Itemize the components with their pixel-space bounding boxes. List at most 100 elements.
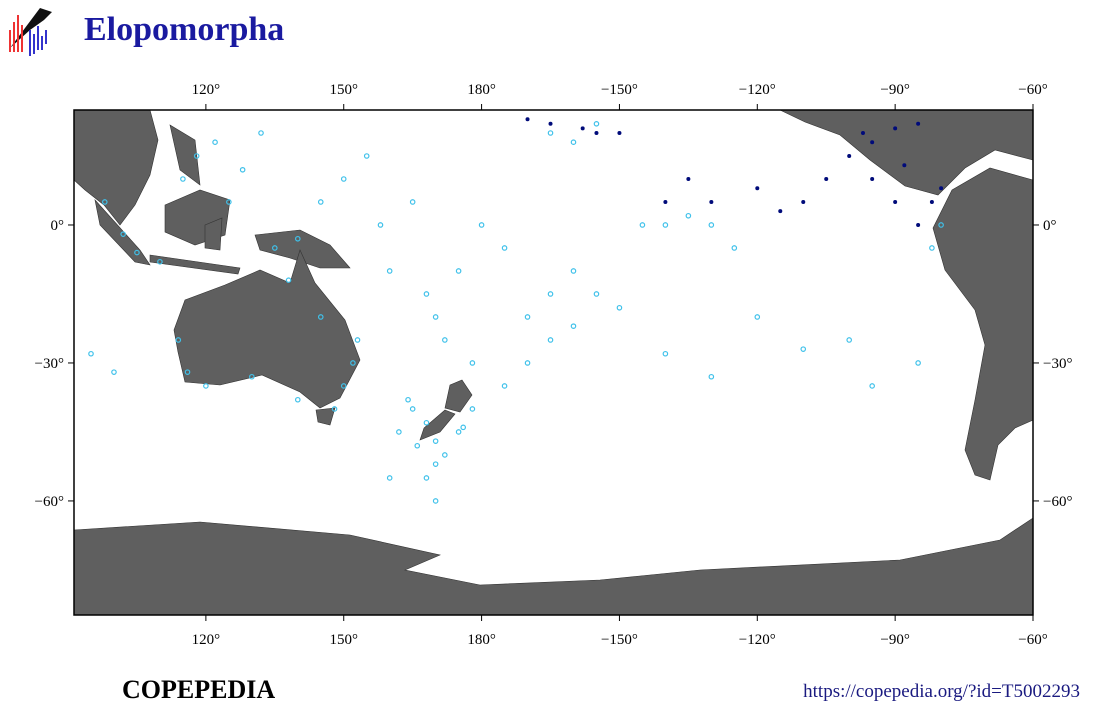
occurrence-point bbox=[386, 475, 393, 481]
occurrence-point bbox=[294, 235, 301, 242]
occurrence-point bbox=[916, 121, 921, 126]
occurrence-point bbox=[570, 268, 577, 274]
occurrence-point bbox=[800, 346, 807, 352]
occurrence-point bbox=[442, 337, 448, 343]
occurrence-point bbox=[184, 369, 191, 375]
occurrence-point bbox=[639, 222, 646, 228]
x-tick-label: 150° bbox=[329, 82, 358, 98]
title: Elopomorpha bbox=[84, 11, 284, 48]
occurrence-point bbox=[423, 291, 430, 297]
occurrence-point bbox=[354, 337, 361, 343]
y-tick-label: 0° bbox=[51, 218, 65, 234]
occurrence-point bbox=[203, 383, 209, 389]
x-tick-label: −60° bbox=[1018, 632, 1047, 648]
occurrence-point bbox=[548, 121, 553, 126]
y-tick-label: −30° bbox=[1043, 356, 1072, 372]
occurrence-point bbox=[193, 153, 200, 159]
occurrence-point bbox=[469, 406, 476, 412]
x-tick-label: −90° bbox=[880, 632, 909, 648]
occurrence-point bbox=[570, 323, 577, 329]
occurrence-point bbox=[686, 176, 691, 181]
occurrence-point bbox=[869, 383, 875, 389]
occurrence-point bbox=[469, 360, 476, 366]
occurrence-point bbox=[226, 199, 232, 205]
occurrence-point bbox=[101, 199, 108, 205]
occurrence-point bbox=[180, 176, 186, 182]
occurrence-point bbox=[570, 139, 577, 145]
occurrence-point bbox=[915, 360, 921, 366]
occurrence-point bbox=[709, 199, 714, 204]
occurrence-point bbox=[340, 176, 347, 182]
occurrence-point bbox=[331, 406, 338, 412]
occurrence-point bbox=[377, 222, 384, 228]
occurrence-point bbox=[939, 186, 944, 191]
occurrence-point bbox=[501, 383, 508, 389]
occurrence-point bbox=[824, 176, 829, 181]
occurrence-point bbox=[929, 245, 935, 251]
x-tick-label: −60° bbox=[1018, 82, 1047, 98]
occurrence-point bbox=[778, 209, 783, 214]
x-tick-label: −150° bbox=[601, 632, 638, 648]
occurrence-point bbox=[547, 337, 554, 343]
occurrence-point bbox=[846, 337, 852, 343]
occurrence-point bbox=[708, 373, 715, 380]
occurrence-point bbox=[423, 419, 430, 426]
x-tick-label: −90° bbox=[880, 82, 909, 98]
occurrence-point bbox=[285, 277, 292, 283]
occurrence-point bbox=[593, 291, 600, 297]
occurrence-point bbox=[893, 199, 898, 204]
x-tick-label: 120° bbox=[192, 632, 221, 648]
occurrence-point bbox=[593, 120, 600, 127]
occurrence-point bbox=[432, 461, 439, 467]
occurrence-point bbox=[929, 199, 934, 204]
occurrence-point bbox=[258, 130, 264, 136]
occurrence-point bbox=[111, 369, 117, 375]
y-tick-label: 0° bbox=[1043, 218, 1057, 234]
occurrence-point bbox=[134, 249, 140, 256]
occurrence-point bbox=[580, 126, 585, 131]
occurrence-point bbox=[414, 442, 421, 449]
occurrence-point bbox=[801, 199, 806, 204]
occurrence-point bbox=[547, 291, 554, 297]
occurrence-point bbox=[708, 222, 715, 228]
occurrence-point bbox=[340, 383, 347, 389]
occurrence-point bbox=[405, 396, 411, 403]
occurrence-point bbox=[120, 231, 126, 237]
occurrence-point bbox=[478, 222, 485, 228]
occurrence-point bbox=[938, 222, 944, 228]
occurrence-point bbox=[396, 429, 402, 435]
y-tick-label: −60° bbox=[35, 494, 64, 510]
occurrence-point bbox=[870, 140, 875, 145]
occurrence-point bbox=[754, 314, 761, 320]
occurrence-point bbox=[386, 268, 393, 274]
occurrence-point bbox=[617, 130, 622, 135]
x-tick-label: 180° bbox=[467, 632, 496, 648]
occurrence-point bbox=[175, 337, 182, 343]
occurrence-point bbox=[157, 258, 163, 265]
occurrence-point bbox=[455, 268, 462, 274]
x-tick-label: −150° bbox=[601, 82, 638, 98]
x-tick-label: 180° bbox=[467, 82, 496, 98]
occurrence-point bbox=[272, 245, 278, 251]
occurrence-point bbox=[409, 406, 416, 412]
occurrence-point bbox=[212, 139, 218, 145]
y-tick-label: −60° bbox=[1043, 494, 1072, 510]
occurrence-point bbox=[88, 350, 94, 357]
occurrence-point bbox=[294, 396, 301, 403]
occurrence-point bbox=[525, 117, 530, 122]
occurrence-point bbox=[685, 212, 692, 219]
occurrence-point bbox=[902, 163, 907, 168]
occurrence-point bbox=[893, 126, 898, 131]
url[interactable]: https://copepedia.org/?id=T5002293 bbox=[803, 681, 1080, 702]
occurrence-point bbox=[616, 304, 623, 311]
occurrence-point bbox=[423, 475, 430, 481]
occurrence-point bbox=[442, 452, 448, 458]
occurrence-point bbox=[249, 373, 255, 380]
occurrence-point bbox=[432, 498, 439, 504]
x-tick-label: −120° bbox=[739, 632, 776, 648]
occurrence-point bbox=[860, 130, 865, 135]
occurrence-point bbox=[432, 438, 439, 444]
x-tick-label: 150° bbox=[329, 632, 358, 648]
occurrence-point bbox=[501, 245, 508, 251]
